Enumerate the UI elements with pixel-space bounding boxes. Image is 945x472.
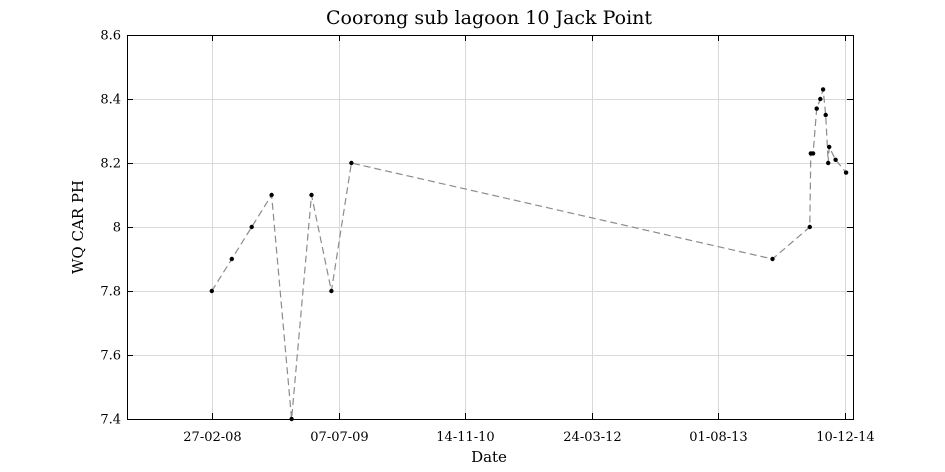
series <box>209 87 849 422</box>
series-line <box>211 89 847 420</box>
data-point <box>209 288 214 294</box>
y-tick-label: 7.4 <box>100 413 121 428</box>
data-point <box>229 256 234 262</box>
x-tick-label: 24-03-12 <box>563 430 621 445</box>
data-point <box>807 224 812 230</box>
data-point <box>820 87 826 92</box>
x-tick-label: 07-07-09 <box>310 430 368 445</box>
data-point <box>289 416 294 422</box>
y-tick-label: 8.4 <box>100 93 121 108</box>
x-axis-label: Date <box>471 448 507 466</box>
chart-title: Coorong sub lagoon 10 Jack Point <box>326 7 652 29</box>
x-tick-label: 01-08-13 <box>689 430 747 445</box>
data-point <box>823 112 828 118</box>
y-tick-label: 8.2 <box>100 157 121 172</box>
y-axis-label: WQ CAR PH <box>69 180 87 274</box>
data-point <box>349 160 354 166</box>
data-point <box>814 106 819 111</box>
data-point <box>269 192 274 198</box>
x-tick-label: 10-12-14 <box>816 430 874 445</box>
data-point <box>770 256 775 262</box>
data-point <box>249 224 254 230</box>
y-tick-label: 8 <box>113 221 121 236</box>
x-tick-label: 27-02-08 <box>183 430 241 445</box>
x-tick-label: 14-11-10 <box>436 430 494 445</box>
data-point <box>810 151 816 156</box>
data-point <box>309 192 314 198</box>
data-point <box>833 157 838 162</box>
grid <box>127 35 853 419</box>
axis-ticks: 7.4 7.6 7.8 8 8.2 8.4 8.6 27-02-08 07-07-09 14-11… <box>100 29 874 446</box>
y-tick-label: 7.6 <box>100 349 121 364</box>
data-point <box>329 288 334 294</box>
data-point <box>818 96 823 102</box>
data-point <box>826 160 831 166</box>
y-tick-label: 8.6 <box>100 29 121 44</box>
data-point <box>843 170 849 175</box>
y-tick-label: 7.8 <box>100 285 121 300</box>
data-point <box>827 144 832 150</box>
